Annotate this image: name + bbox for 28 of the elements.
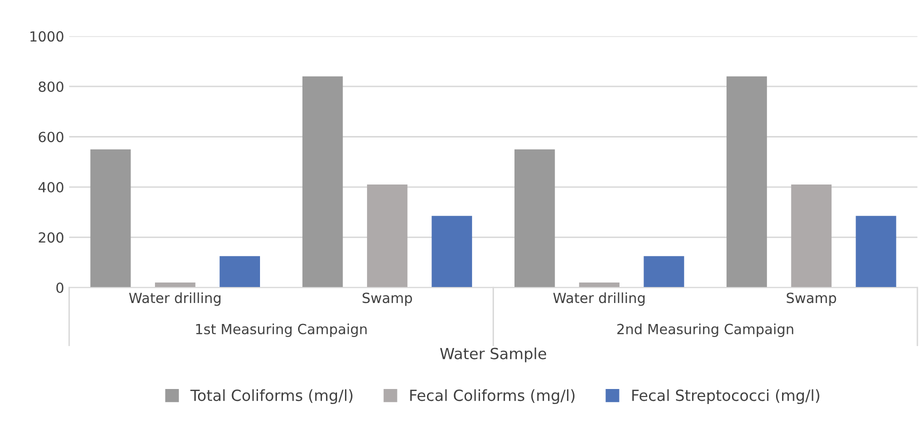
bar [644,256,684,288]
bar [220,256,260,288]
bar [726,76,767,288]
bar [791,184,832,288]
x-tick-label: Swamp [362,292,412,306]
y-tick-label: 800 [38,81,64,92]
legend-label: Fecal Streptococci (mg/l) [632,389,820,404]
x-tick-label: Swamp [786,292,836,306]
text: 1st Measuring Campaign [196,324,367,337]
y-tick-label: 600 [38,132,64,142]
y-tick-label: 200 [38,232,64,243]
bar [367,184,408,288]
y-tick-label: 0 [56,282,64,294]
x-axis-title: Water Sample [440,348,546,362]
x-tick-label: Water drilling [129,292,220,306]
bar [302,76,343,288]
text: 2nd Measuring Campaign [617,324,794,337]
bar [154,282,196,288]
y-tick-label: 400 [38,182,64,192]
bar [90,149,131,288]
bar [579,282,620,288]
x-tick-label: Water drilling [553,292,645,306]
bar [432,216,472,288]
legend-label: Fecal Coliforms (mg/l) [410,389,574,404]
y-tick-label: 1000 [30,31,64,42]
bar [856,216,896,288]
bar [514,149,555,288]
legend-label: Total Coliforms (mg/l) [190,389,352,404]
